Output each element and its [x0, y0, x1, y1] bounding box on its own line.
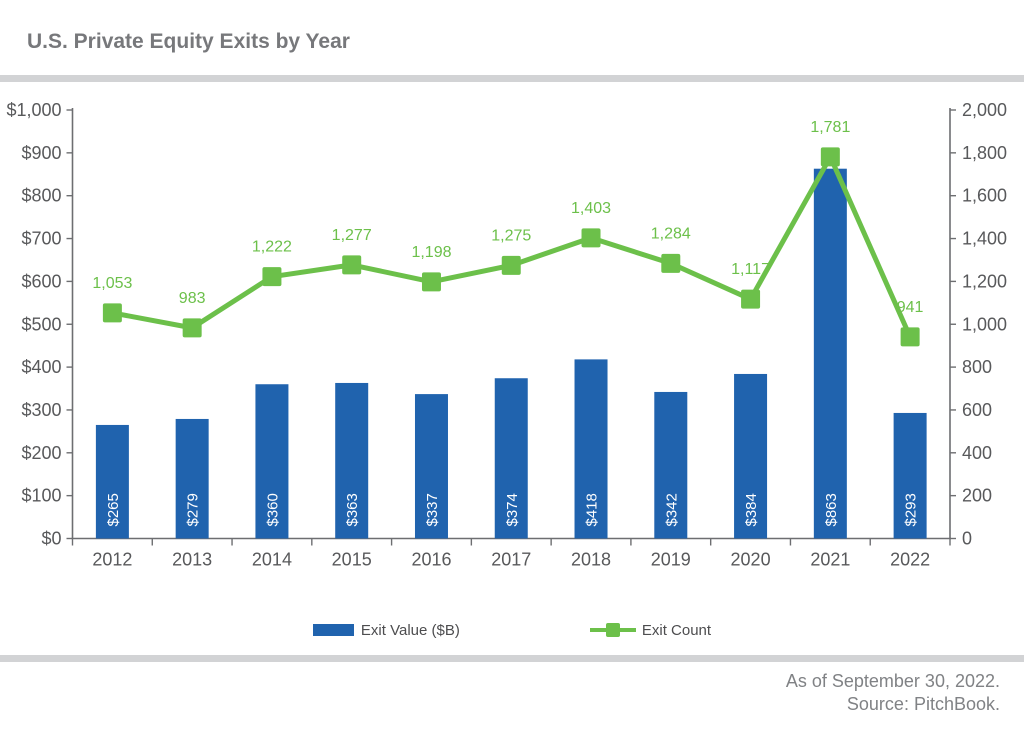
x-axis-category-label: 2021: [810, 550, 850, 570]
bar: [734, 373, 768, 539]
bar-value-label: $279: [185, 493, 202, 526]
line-marker: [900, 327, 920, 347]
x-axis-category-label: 2018: [571, 550, 611, 570]
x-axis-category-label: 2020: [731, 550, 771, 570]
combo-chart: $0 $100 $200 $300 $400 $500 $600 $700 $800 $900 $1…: [6, 100, 1007, 570]
line-point-label: 983: [179, 290, 206, 307]
right-axis-tick-label: 1,200: [962, 271, 1007, 291]
left-axis-tick-label: $100: [21, 486, 61, 506]
x-axis-category-label: 2013: [172, 550, 212, 570]
bar-value-label: $418: [584, 493, 601, 526]
bar-value-label: $293: [903, 493, 920, 526]
exit-count-polyline: [111, 154, 913, 338]
x-axis-category-label: 2014: [252, 550, 292, 570]
legend-label-exit-count: Exit Count: [641, 621, 712, 639]
footer-divider: [0, 655, 1024, 662]
line-marker: [342, 255, 362, 275]
line-marker: [182, 318, 202, 338]
bar: [414, 394, 448, 539]
x-axis-category-label: 2015: [332, 550, 372, 570]
line-marker: [262, 267, 282, 287]
footer-source: Source: PitchBook.: [846, 694, 1000, 714]
bar-value-label: $342: [663, 493, 680, 526]
legend-item-exit-value: Exit Value ($B): [312, 621, 460, 639]
line-point-label: 1,403: [571, 200, 611, 217]
right-axis-tick-label: 400: [962, 443, 992, 463]
left-axis-tick-label: $800: [21, 186, 61, 206]
left-axis-tick-label: $200: [21, 443, 61, 463]
right-axis-tick-label: 800: [962, 357, 992, 377]
line-marker: [581, 228, 601, 248]
left-axis-tick-label: $0: [41, 529, 61, 549]
line-point-label: 1,284: [651, 225, 691, 242]
bar-value-label: $374: [504, 493, 521, 526]
line-marker: [741, 289, 761, 309]
right-axis-tick-label: 1,400: [962, 229, 1007, 249]
header-divider: [0, 75, 1024, 82]
left-axis-tick-label: $1,000: [6, 100, 61, 120]
line-point-label: 1,117: [731, 261, 770, 278]
footer-as-of: As of September 30, 2022.: [785, 671, 1000, 691]
left-axis-tick-label: $900: [21, 143, 61, 163]
line-point-label: 1,053: [92, 275, 132, 292]
line-point-label: 1,275: [491, 227, 531, 244]
bar: [255, 384, 289, 539]
line-marker: [501, 255, 521, 275]
line-marker: [661, 253, 681, 273]
right-axis-tick-label: 200: [962, 486, 992, 506]
right-axis-tick-label: 0: [962, 529, 972, 549]
bar: [335, 382, 369, 539]
bar-value-label: $265: [105, 493, 122, 526]
x-axis-category-label: 2016: [411, 550, 451, 570]
line-marker: [421, 272, 441, 292]
x-axis-category-label: 2012: [92, 550, 132, 570]
exit-value-swatch: [312, 624, 354, 636]
bar-value-label: $384: [743, 493, 760, 526]
bar-value-label: $863: [823, 493, 840, 526]
bar: [654, 391, 688, 539]
right-axis-tick-label: 1,600: [962, 186, 1007, 206]
chart-title: U.S. Private Equity Exits by Year: [27, 30, 350, 53]
footer-note: As of September 30, 2022. Source: PitchB…: [786, 670, 1000, 716]
right-axis-tick-label: 1,800: [962, 143, 1007, 163]
left-axis-tick-label: $600: [21, 271, 61, 291]
bar: [813, 168, 847, 539]
line-point-label: 1,277: [332, 227, 372, 244]
right-axis-tick-label: 1,000: [962, 314, 1007, 334]
bar: [494, 378, 528, 539]
exit-count-swatch: [589, 623, 636, 637]
line-marker: [820, 147, 840, 167]
left-axis-tick-label: $700: [21, 229, 61, 249]
left-axis-tick-label: $300: [21, 400, 61, 420]
x-axis-category-label: 2017: [491, 550, 531, 570]
x-axis-category-label: 2019: [651, 550, 691, 570]
line-point-label: 1,781: [810, 119, 850, 136]
bar: [95, 424, 129, 539]
bar: [175, 418, 209, 539]
exit-count-marker-icon: [605, 623, 620, 637]
left-axis-tick-label: $500: [21, 314, 61, 334]
bar-value-label: $360: [264, 493, 281, 526]
chart-legend: Exit Value ($B) Exit Count: [0, 615, 1024, 645]
bar: [893, 412, 927, 539]
line-point-label: 941: [897, 299, 924, 316]
line-point-label: 1,198: [411, 244, 451, 261]
bar: [574, 359, 608, 539]
legend-item-exit-count: Exit Count: [589, 621, 712, 639]
line-point-label: 1,222: [252, 239, 292, 256]
bar-value-label: $363: [344, 493, 361, 526]
bar-value-label: $337: [424, 493, 441, 526]
x-axis-category-label: 2022: [890, 550, 930, 570]
right-axis-tick-label: 600: [962, 400, 992, 420]
line-marker: [102, 303, 122, 323]
legend-label-exit-value: Exit Value ($B): [360, 621, 460, 639]
left-axis-tick-label: $400: [21, 357, 61, 377]
right-axis-tick-label: 2,000: [962, 100, 1007, 120]
